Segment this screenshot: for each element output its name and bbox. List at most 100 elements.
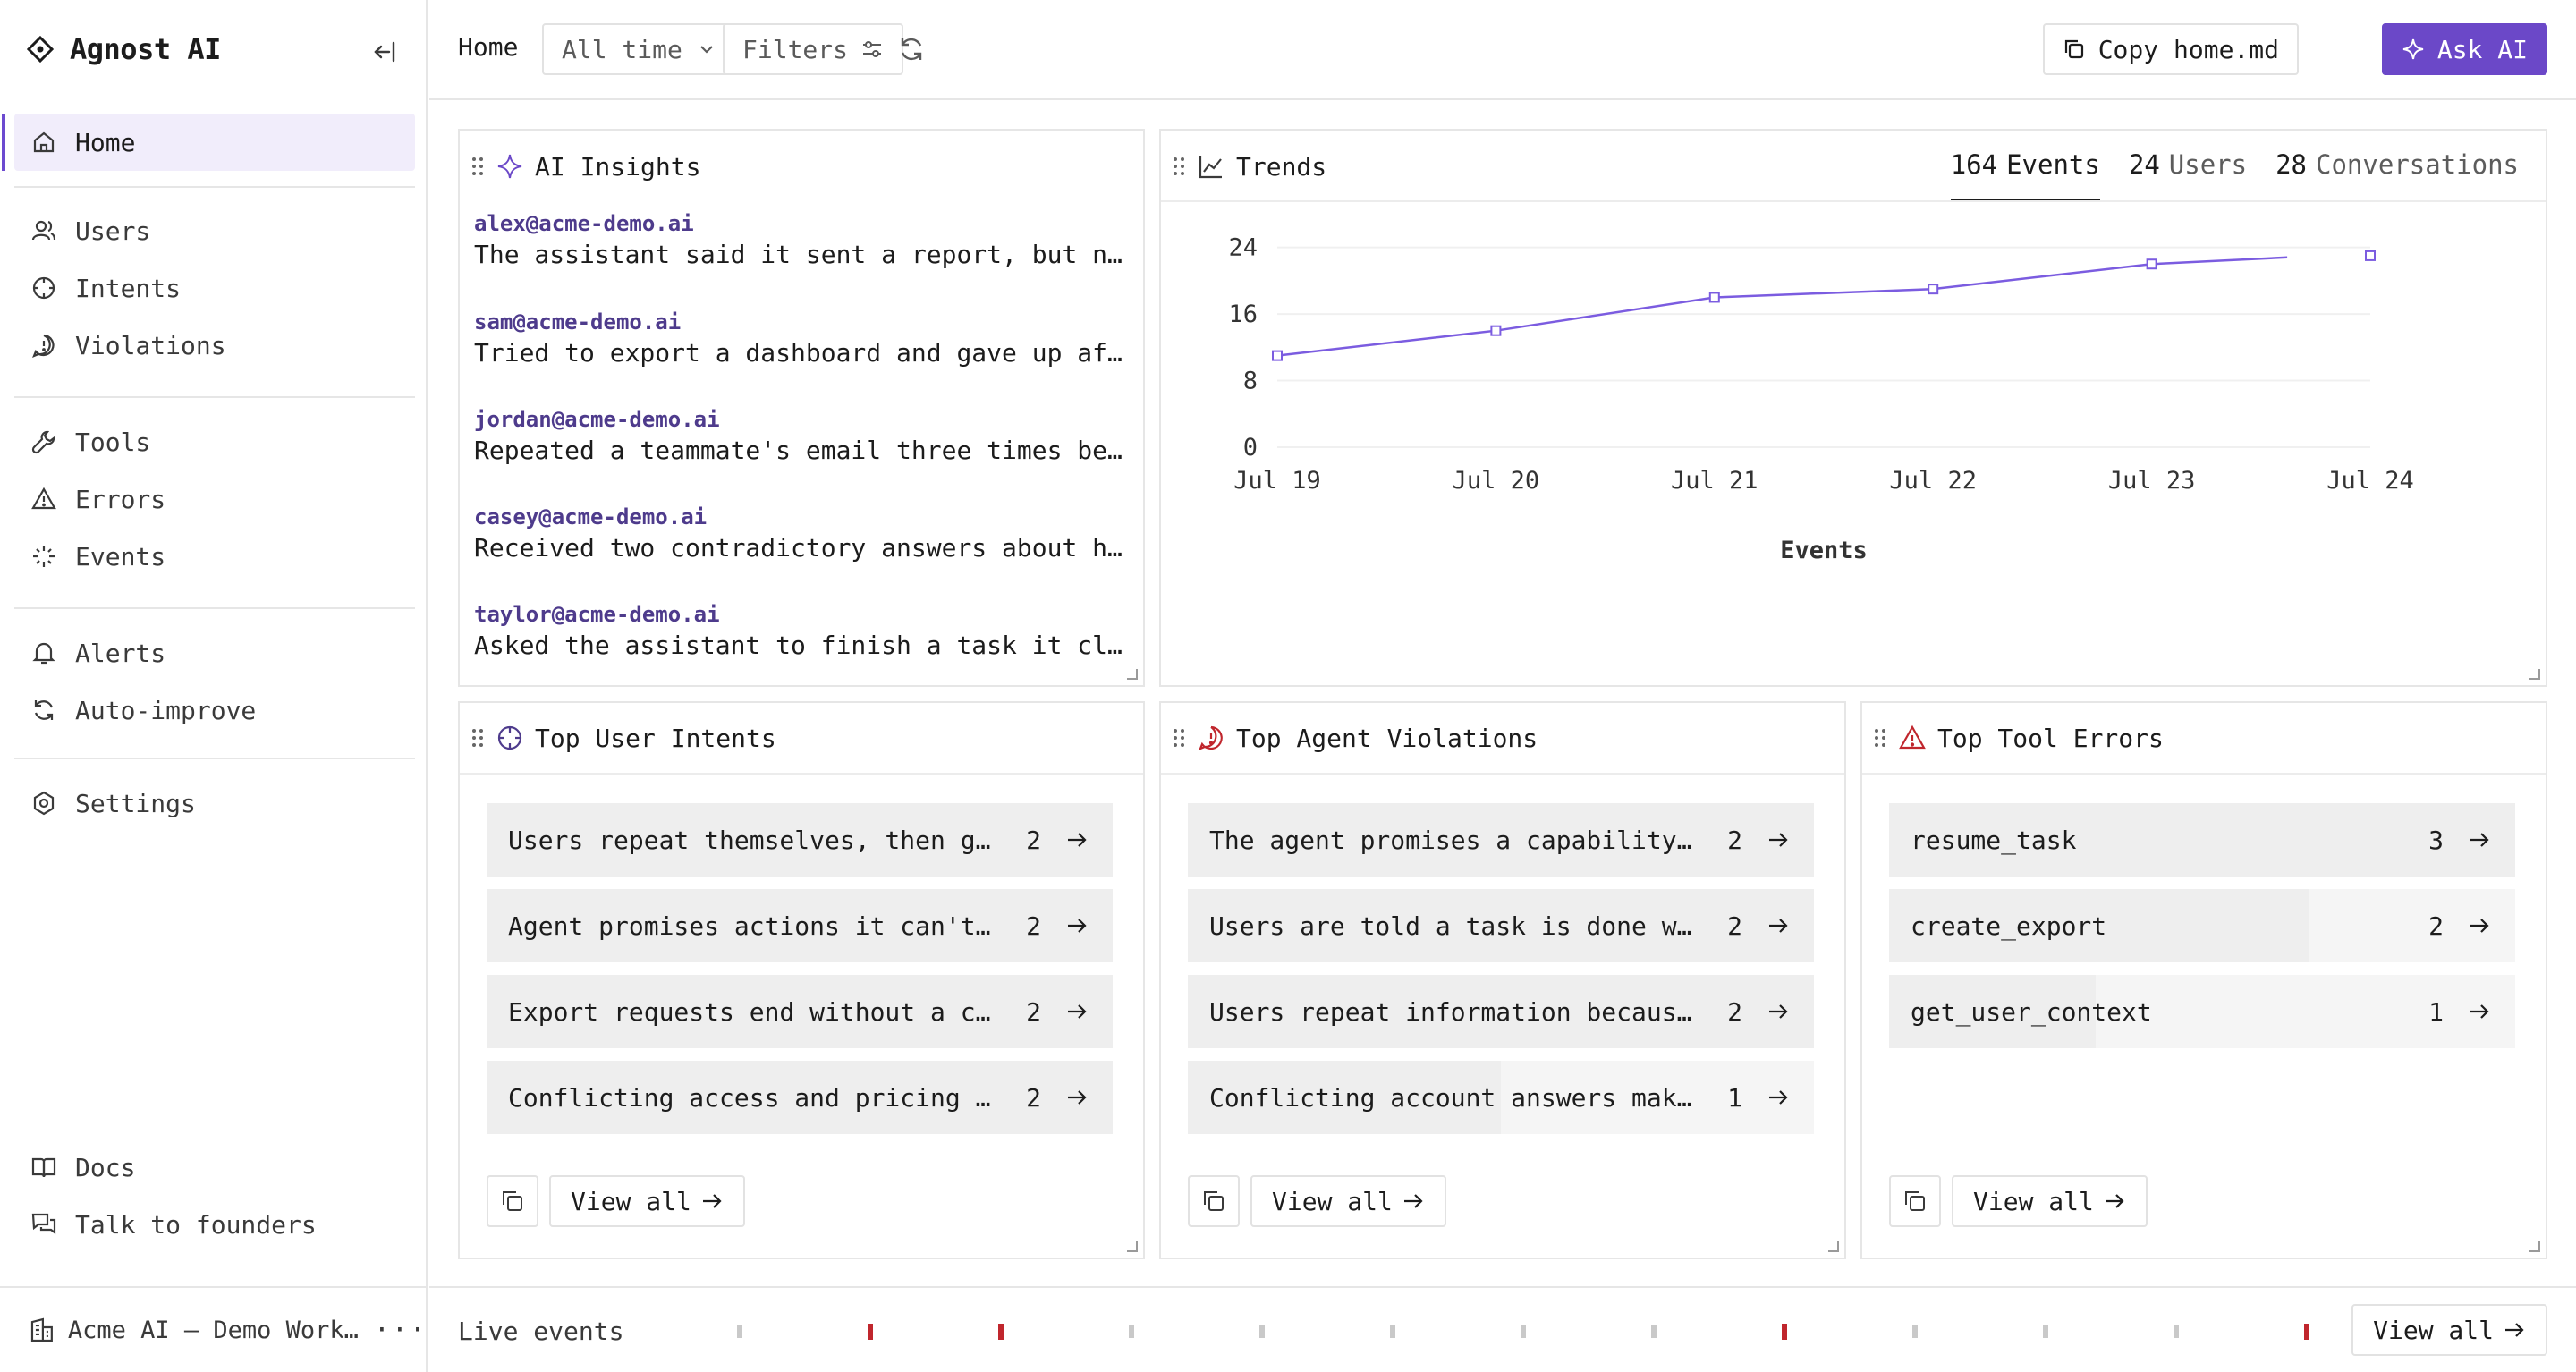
workspace-name: Acme AI — Demo Workspace: [67, 1316, 361, 1344]
view-all-button[interactable]: View all: [1952, 1175, 2148, 1227]
tab-label: Users: [2168, 149, 2248, 180]
sidebar-item-violations[interactable]: Violations: [14, 317, 415, 374]
sidebar-item-settings[interactable]: Settings: [14, 775, 415, 832]
sidebar-item-docs[interactable]: Docs: [14, 1139, 415, 1196]
live-event-tick[interactable]: [2043, 1325, 2048, 1338]
insight-item[interactable]: alex@acme-demo.ai The assistant said it …: [474, 211, 1136, 269]
copy-button[interactable]: [487, 1175, 538, 1227]
live-event-tick[interactable]: [1129, 1325, 1134, 1338]
violation-row[interactable]: The agent promises a capability it can't…: [1188, 803, 1814, 877]
row-label: Conflicting access and pricing answers c…: [508, 1082, 996, 1113]
live-view-all-button[interactable]: View all: [2351, 1304, 2547, 1356]
drag-handle-icon[interactable]: [470, 727, 485, 749]
sidebar-item-events[interactable]: Events: [14, 528, 415, 585]
insight-item[interactable]: sam@acme-demo.ai Tried to export a dashb…: [474, 309, 1136, 368]
tab-events[interactable]: 164 Events: [1950, 131, 2100, 202]
insight-item[interactable]: jordan@acme-demo.ai Repeated a teammate'…: [474, 407, 1136, 465]
row-label: get_user_context: [1911, 996, 2152, 1027]
view-all-button[interactable]: View all: [549, 1175, 745, 1227]
tab-label: Events: [2006, 149, 2100, 180]
sidebar-item-users[interactable]: Users: [14, 202, 415, 259]
y-tick-label: 24: [1228, 234, 1258, 262]
resize-handle[interactable]: [1127, 669, 1138, 680]
sidebar-item-talk-to-founders[interactable]: Talk to founders: [14, 1196, 415, 1253]
live-events-bar: Live events View all: [429, 1286, 2576, 1372]
drag-handle-icon[interactable]: [1873, 727, 1887, 749]
arrow-right-icon: [2105, 1194, 2124, 1208]
live-event-tick[interactable]: [2304, 1324, 2309, 1340]
ask-ai-button[interactable]: Ask AI: [2381, 23, 2547, 75]
tool-error-row[interactable]: resume_task 3: [1889, 803, 2515, 877]
tab-users[interactable]: 24 Users: [2129, 131, 2247, 202]
tool-error-row[interactable]: get_user_context 1: [1889, 975, 2515, 1048]
view-all-button[interactable]: View all: [1250, 1175, 1446, 1227]
brand[interactable]: Agnost AI: [27, 27, 221, 72]
intent-row[interactable]: Conflicting access and pricing answers c…: [487, 1061, 1113, 1134]
arrow-right-icon: [1068, 1090, 1087, 1105]
row-count: 2: [1026, 825, 1041, 855]
live-event-tick[interactable]: [1521, 1325, 1526, 1338]
time-range-select[interactable]: All time: [542, 23, 738, 75]
copy-button[interactable]: [1188, 1175, 1240, 1227]
live-event-tick[interactable]: [1651, 1325, 1657, 1338]
intent-row[interactable]: Export requests end without a completed …: [487, 975, 1113, 1048]
x-tick-label: Jul 21: [1671, 467, 1758, 495]
insight-text: Asked the assistant to finish a task it …: [474, 631, 1136, 660]
sidebar-item-auto-improve[interactable]: Auto-improve: [14, 682, 415, 739]
sidebar-item-intents[interactable]: Intents: [14, 259, 415, 317]
time-range-value: All time: [562, 34, 682, 64]
insight-item[interactable]: casey@acme-demo.ai Received two contradi…: [474, 504, 1136, 563]
arrow-right-icon: [702, 1194, 722, 1208]
card-title: Top Tool Errors: [1937, 723, 2164, 753]
resize-handle[interactable]: [1828, 1241, 1839, 1252]
row-label: Users are told a task is done when it is…: [1209, 910, 1698, 941]
collapse-sidebar-button[interactable]: [367, 34, 402, 70]
card-header: Top Agent Violations: [1161, 703, 1844, 775]
live-event-tick[interactable]: [2174, 1325, 2179, 1338]
violation-row[interactable]: Conflicting account answers make users d…: [1188, 1061, 1814, 1134]
intent-row[interactable]: Users repeat themselves, then give up 2: [487, 803, 1113, 877]
cycle-icon: [34, 700, 54, 720]
insight-item[interactable]: taylor@acme-demo.ai Asked the assistant …: [474, 602, 1136, 660]
copy-button[interactable]: [1889, 1175, 1941, 1227]
live-event-tick[interactable]: [868, 1324, 873, 1340]
tab-conversations[interactable]: 28 Conversations: [2275, 131, 2519, 202]
resize-handle[interactable]: [1127, 1241, 1138, 1252]
ask-label: Ask AI: [2436, 34, 2528, 64]
insight-text: Received two contradictory answers about…: [474, 533, 1136, 563]
workspace-switcher[interactable]: Acme AI — Demo Workspace ···: [0, 1286, 428, 1372]
nav-analysis: Users Intents Violations: [14, 202, 415, 374]
tabs-divider: [1161, 200, 2546, 202]
live-event-tick[interactable]: [737, 1325, 742, 1338]
sliders-icon: [863, 41, 882, 57]
live-event-tick[interactable]: [1782, 1324, 1787, 1340]
violation-row[interactable]: Users repeat information because the age…: [1188, 975, 1814, 1048]
sidebar-item-home[interactable]: Home: [2, 114, 415, 171]
nav-bottom: Docs Talk to founders: [14, 1139, 415, 1253]
more-options-icon[interactable]: ···: [373, 1314, 428, 1346]
live-event-tick[interactable]: [1912, 1325, 1918, 1338]
insight-email: sam@acme-demo.ai: [474, 309, 682, 335]
tool-error-row[interactable]: create_export 2: [1889, 889, 2515, 962]
refresh-icon[interactable]: [896, 34, 927, 64]
drag-handle-icon[interactable]: [1172, 156, 1186, 177]
resize-handle[interactable]: [2529, 669, 2540, 680]
sidebar-item-label: Home: [75, 127, 136, 157]
intent-row[interactable]: Agent promises actions it can't take 2: [487, 889, 1113, 962]
sidebar-item-alerts[interactable]: Alerts: [14, 624, 415, 682]
live-event-tick[interactable]: [1259, 1325, 1265, 1338]
sidebar-item-errors[interactable]: Errors: [14, 470, 415, 528]
copy-markdown-button[interactable]: Copy home.md: [2042, 23, 2299, 75]
drag-handle-icon[interactable]: [1172, 727, 1186, 749]
resize-handle[interactable]: [2529, 1241, 2540, 1252]
live-event-tick[interactable]: [1390, 1325, 1395, 1338]
filters-button[interactable]: Filters: [723, 23, 904, 75]
drag-handle-icon[interactable]: [470, 156, 485, 177]
violation-row[interactable]: Users are told a task is done when it is…: [1188, 889, 1814, 962]
arrow-right-icon: [1769, 1004, 1788, 1019]
live-event-tick[interactable]: [998, 1324, 1004, 1340]
sidebar-item-tools[interactable]: Tools: [14, 413, 415, 470]
warning-icon: [31, 487, 56, 510]
row-label: Users repeat information because the age…: [1209, 996, 1698, 1027]
gear-icon: [33, 791, 55, 816]
